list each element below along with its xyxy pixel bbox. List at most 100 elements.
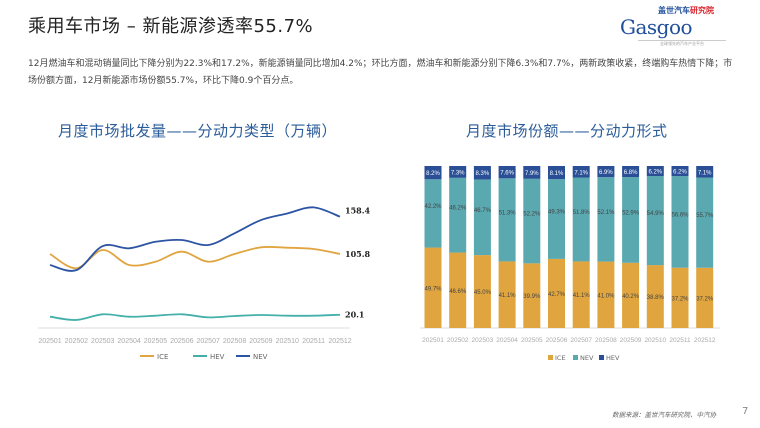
bar-segment-ice — [572, 261, 590, 328]
line-chart-title: 月度市场批发量——分动力类型（万辆） — [58, 122, 338, 140]
x-tick-label: 202509 — [249, 338, 272, 345]
x-tick-label: 202511 — [302, 338, 325, 345]
x-tick-label: 202506 — [170, 338, 193, 345]
x-tick-label: 202507 — [197, 338, 220, 345]
bar-label-ice: 40.2% — [622, 294, 640, 300]
bar-label-ice: 45.0% — [474, 290, 492, 296]
legend-label-ice: ICE — [555, 354, 566, 362]
bar-label-nev: 55.7% — [696, 213, 714, 219]
bar-segment-ice — [696, 267, 714, 328]
bar-label-ice: 38.8% — [647, 295, 665, 301]
bar-label-hev: 6.2% — [648, 170, 662, 176]
x-tick-label: 202510 — [644, 337, 666, 344]
end-label-hev: 20.1 — [345, 310, 364, 320]
data-source: 数据来源：盖世汽车研究院、中汽协 — [612, 411, 716, 419]
x-tick-label: 202505 — [144, 338, 167, 345]
bar-segment-hev — [572, 166, 590, 178]
x-tick-label: 202510 — [276, 338, 299, 345]
bar-label-nev: 52.1% — [597, 210, 615, 216]
x-tick-label: 202502 — [65, 338, 88, 345]
line-series-hev — [49, 313, 341, 321]
bar-label-hev: 6.8% — [624, 170, 638, 176]
x-tick-label: 202507 — [570, 337, 592, 344]
bar-label-nev: 51.3% — [499, 210, 517, 216]
bar-segment-ice — [449, 252, 467, 328]
legend-label-ice: ICE — [157, 353, 168, 361]
bar-label-ice: 37.2% — [671, 296, 689, 302]
legend-label-hev: HEV — [606, 354, 620, 362]
bar-label-ice: 39.9% — [523, 294, 541, 300]
logo-en: Gasgoo — [620, 15, 693, 39]
x-tick-label: 202503 — [472, 337, 494, 344]
x-tick-label: 202511 — [669, 337, 691, 344]
x-tick-label: 202512 — [694, 337, 716, 344]
bar-segment-nev — [671, 176, 689, 268]
bar-label-hev: 7.9% — [525, 171, 539, 177]
x-tick-label: 202508 — [595, 337, 617, 344]
bar-label-ice: 37.2% — [696, 296, 714, 302]
bar-label-ice: 49.7% — [424, 286, 442, 292]
x-tick-label: 202502 — [447, 337, 469, 344]
bar-segment-hev — [523, 166, 541, 179]
bar-label-ice: 46.6% — [449, 289, 467, 295]
bar-label-hev: 7.1% — [698, 170, 712, 176]
bar-segment-ice — [646, 265, 664, 328]
x-tick-label: 202506 — [546, 337, 568, 344]
bar-segment-hev — [696, 166, 714, 178]
legend-label-hev: HEV — [210, 353, 225, 361]
logo-tagline: 全球领先的汽车产业平台 — [638, 40, 726, 46]
bar-segment-hev — [597, 166, 615, 178]
bar-segment-hev — [449, 166, 467, 178]
bar-segment-nev — [622, 177, 640, 263]
legend-swatch-ice — [548, 355, 553, 360]
bar-segment-hev — [473, 166, 491, 180]
x-tick-label: 202509 — [620, 337, 642, 344]
bar-segment-nev — [449, 177, 467, 253]
bar-label-hev: 7.1% — [574, 170, 588, 176]
bar-label-hev: 6.2% — [673, 170, 687, 176]
summary-text: 12月燃油车和混动销量同比下降分别为22.3%和17.2%，新能源销量同比增加4… — [28, 59, 733, 86]
bar-label-nev: 52.2% — [523, 212, 541, 218]
end-label-nev: 158.4 — [345, 206, 370, 216]
bar-segment-nev — [523, 178, 541, 264]
bar-segment-hev — [548, 166, 565, 180]
bar-label-hev: 7.6% — [500, 171, 514, 177]
bar-segment-hev — [424, 166, 442, 180]
logo-cn-2: 研究院 — [690, 6, 714, 15]
line-series-nev — [49, 206, 341, 272]
bar-segment-nev — [498, 178, 516, 262]
bar-segment-nev — [572, 177, 590, 262]
logo-cn-1: 盖世汽车 — [658, 6, 690, 15]
bar-segment-nev — [696, 177, 714, 268]
bar-segment-ice — [473, 255, 491, 328]
bar-label-nev: 51.8% — [573, 210, 591, 216]
bar-label-hev: 8.3% — [476, 171, 490, 177]
legend-label-nev: NEV — [253, 353, 268, 361]
legend-swatch-nev — [573, 355, 578, 360]
bar-label-nev: 56.6% — [671, 212, 689, 218]
bar-segment-ice — [622, 262, 640, 328]
bar-segment-ice — [424, 247, 442, 328]
bar-segment-ice — [671, 267, 689, 328]
bar-label-hev: 7.3% — [451, 170, 465, 176]
x-tick-label: 202512 — [328, 338, 351, 345]
gasgoo-logo: 盖世汽车研究院 Gasgoo 全球领先的汽车产业平台 — [620, 6, 742, 48]
bar-label-nev: 46.7% — [474, 208, 492, 214]
end-label-ice: 105.8 — [345, 249, 370, 259]
bar-segment-hev — [498, 166, 516, 179]
bar-segment-nev — [473, 179, 491, 256]
x-tick-label: 202508 — [223, 338, 246, 345]
bar-label-ice: 41.1% — [499, 293, 517, 299]
bar-segment-nev — [548, 179, 565, 259]
x-tick-label: 202504 — [496, 337, 518, 344]
bar-segment-nev — [597, 177, 615, 262]
bar-segment-hev — [622, 166, 640, 178]
bar-label-nev: 42.2% — [424, 204, 442, 210]
bar-label-nev: 54.9% — [647, 211, 665, 217]
bar-label-hev: 8.1% — [550, 171, 564, 177]
line-series-ice — [49, 245, 341, 270]
bar-label-nev: 49.3% — [548, 210, 566, 216]
x-tick-label: 202501 — [422, 337, 444, 344]
bar-segment-hev — [671, 166, 689, 177]
